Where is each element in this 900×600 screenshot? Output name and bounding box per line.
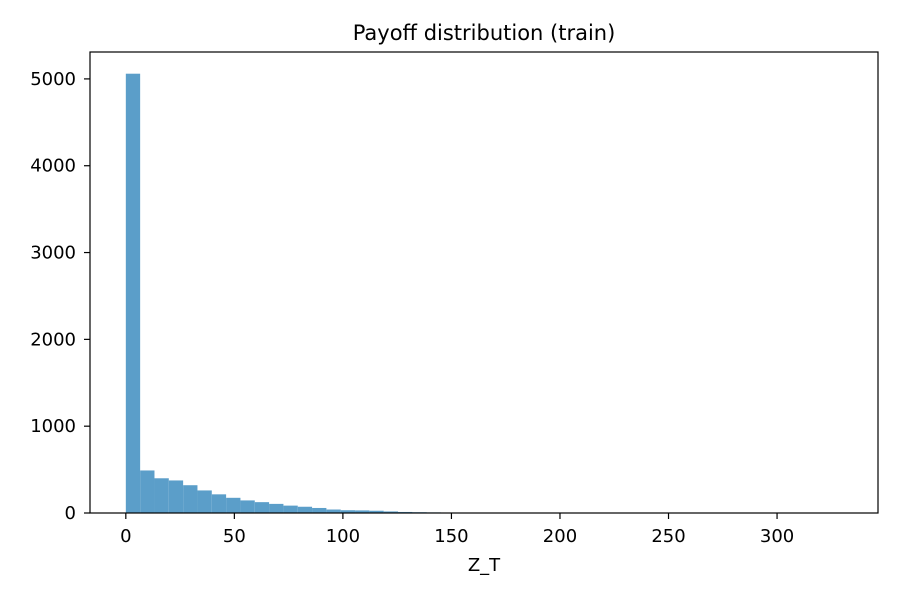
histogram-bar: [283, 505, 298, 513]
x-tick-label: 150: [434, 526, 468, 547]
histogram-bar: [140, 470, 155, 513]
histogram-bar: [125, 73, 141, 513]
histogram-bar: [240, 500, 255, 513]
y-tick-label: 3000: [30, 243, 76, 264]
x-tick-label: 0: [120, 526, 131, 547]
histogram-bar: [211, 494, 227, 513]
histogram-bar: [297, 506, 313, 513]
x-tick-label: 50: [223, 526, 246, 547]
histogram-bar: [154, 478, 169, 513]
y-tick-label: 0: [65, 503, 76, 524]
x-tick-label: 200: [543, 526, 577, 547]
y-tick-label: 5000: [30, 69, 76, 90]
x-tick-label: 300: [760, 526, 794, 547]
histogram-bar: [168, 480, 184, 513]
x-axis-ticks: 0 50 100 150 200 250 300: [120, 513, 794, 547]
chart-title: Payoff distribution (train): [353, 21, 616, 45]
y-tick-label: 2000: [30, 329, 76, 350]
histogram-bar: [340, 510, 356, 513]
histogram-bar: [326, 509, 341, 513]
histogram-bar: [383, 511, 399, 513]
y-axis-ticks: 0 1000 2000 3000 4000 5000: [30, 69, 90, 524]
y-tick-label: 1000: [30, 416, 76, 437]
histogram-bar: [183, 485, 198, 513]
x-axis-label: Z_T: [468, 555, 501, 576]
histogram-bar: [197, 490, 212, 513]
histogram-bar: [355, 510, 370, 513]
x-tick-label: 250: [651, 526, 685, 547]
histogram-bar: [226, 497, 241, 513]
plot-frame: [89, 51, 879, 514]
histogram-bar: [369, 510, 384, 513]
histogram-bar: [312, 507, 327, 513]
x-tick-label: 100: [326, 526, 360, 547]
histogram-bar: [254, 502, 270, 513]
histogram-bar: [269, 503, 284, 513]
y-tick-label: 4000: [30, 156, 76, 177]
bars-group: [125, 73, 843, 513]
